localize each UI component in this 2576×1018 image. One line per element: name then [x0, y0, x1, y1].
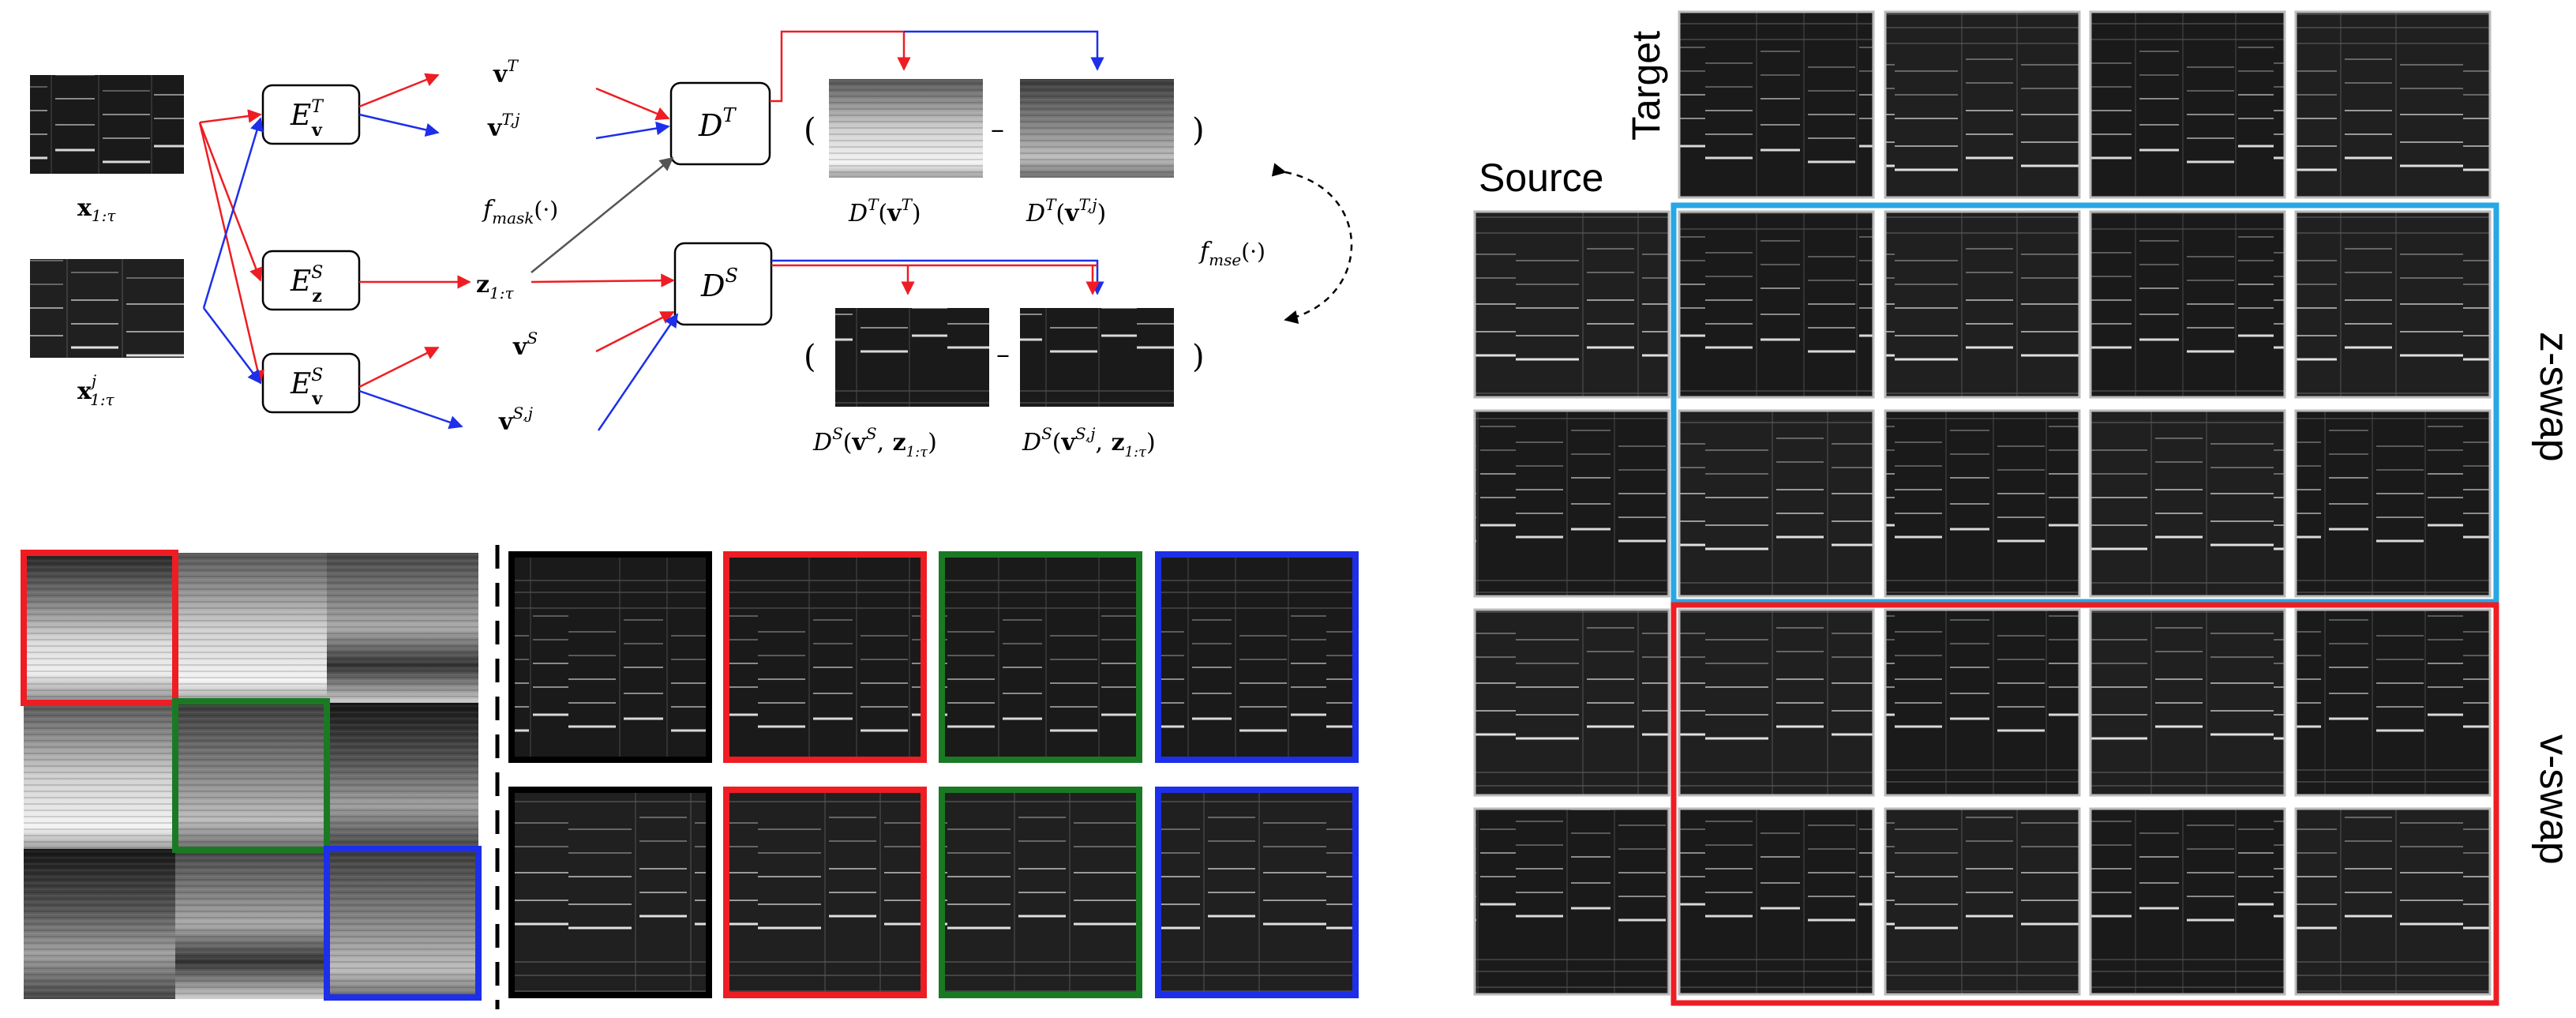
f-mse-label: fmse(·): [1198, 238, 1266, 269]
v-swap-label: v-swap: [2531, 734, 2576, 865]
encoder-v-S: ES v: [261, 352, 361, 414]
encoder-z-S: ES z: [261, 250, 361, 311]
frame-red-bottom: [723, 787, 927, 998]
frame-blue-top: [1155, 551, 1359, 763]
output-label-dS-b: DS(vS,j, z1:τ): [1022, 424, 1156, 460]
v-swap-frame: [1670, 602, 2499, 1006]
decoded-examples: [508, 551, 1359, 998]
source-column: [1473, 210, 1670, 996]
output-dS-a: [835, 308, 989, 407]
highlight-green: [172, 698, 330, 853]
target-row: [1678, 10, 2492, 199]
highlight-red: [21, 550, 178, 706]
decoder-input-arrows: [531, 87, 679, 431]
target-label: Target: [1624, 31, 1668, 141]
paren-close-bottom: ): [1192, 339, 1205, 375]
decoder-output-routes: [770, 30, 1104, 295]
decoder-S: DS: [673, 242, 773, 326]
decoder-T: DT: [669, 81, 771, 166]
svg-text:ETv: ET v: [290, 97, 324, 141]
svg-text:ESz: ES z: [290, 263, 323, 306]
output-dS-b: [1020, 308, 1174, 407]
swap-grid: Target Source: [1473, 10, 2576, 1006]
architecture-diagram: x1:τ xj 1:τ ET v ES z ES v: [30, 30, 1353, 460]
latent-z: z1:τ: [476, 271, 515, 302]
output-label-dT-vT: DT(vT): [848, 195, 921, 227]
output-label-dT-vTj: DT(vT,j): [1026, 195, 1106, 227]
highlight-blue: [324, 846, 482, 1001]
input-spectrogram-x: [30, 75, 184, 174]
encoder-output-arrows: [358, 73, 471, 430]
latent-vSj: vS,j: [498, 404, 533, 436]
f-mask-label: fmask(·): [482, 196, 558, 227]
paren-open-top: (: [804, 112, 816, 148]
latent-vS: vS: [512, 329, 538, 361]
input-label-xj: xj 1:τ: [77, 371, 115, 409]
f-mse-arrow: [1271, 163, 1353, 325]
minus-top: –: [991, 114, 1004, 145]
svg-text:ESv: ES v: [290, 366, 323, 409]
latent-vTj: vT,j: [487, 110, 519, 142]
paren-open-bottom: (: [804, 339, 816, 375]
input-spectrogram-xj: [30, 259, 184, 358]
frame-black-bottom: [508, 787, 712, 998]
frame-black-top: [508, 551, 712, 763]
svg-text:DS: DS: [700, 265, 738, 303]
z-swap-label: z-swap: [2531, 332, 2576, 462]
encoder-v-T: ET v: [261, 84, 361, 145]
input-label-x: x1:τ: [77, 194, 116, 225]
source-label: Source: [1479, 156, 1603, 200]
z-swap-results: [1678, 210, 2492, 598]
input-arrows: [198, 109, 264, 385]
v-swap-results: [1678, 608, 2492, 996]
output-label-dS-a: DS(vS, z1:τ): [812, 424, 937, 460]
minus-bottom: –: [996, 339, 1010, 370]
frame-blue-bottom: [1155, 787, 1359, 998]
basis-grid: [21, 550, 482, 1001]
paren-close-top: ): [1192, 112, 1205, 148]
z-swap-frame: [1670, 202, 2499, 605]
latent-vT: vT: [493, 56, 519, 88]
frame-green-bottom: [939, 787, 1142, 998]
frame-red-top: [723, 551, 927, 763]
frame-green-top: [939, 551, 1142, 763]
svg-text:DT: DT: [698, 104, 737, 143]
